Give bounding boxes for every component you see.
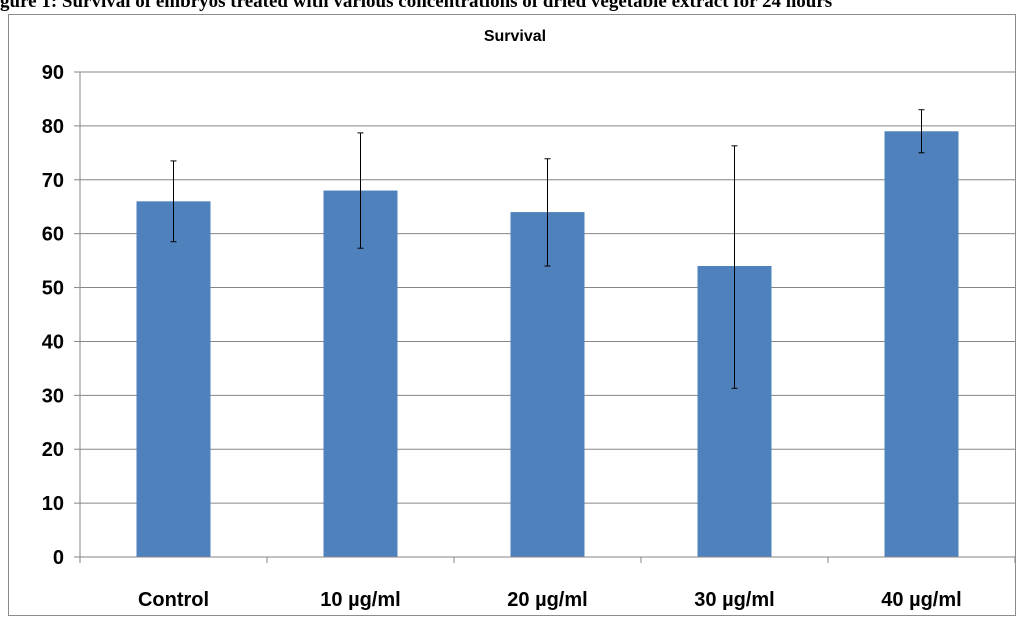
y-tick-label-60: 60 — [42, 224, 64, 246]
axes — [74, 71, 1016, 563]
y-tick-label-90: 90 — [42, 62, 64, 84]
bar-1 — [323, 190, 398, 558]
chart-title: Survival — [484, 28, 546, 45]
x-tick-label-1: 10 µg/ml — [320, 589, 400, 611]
error-bars — [170, 109, 925, 389]
x-tick-labels: Control 10 µg/ml 20 µg/ml 30 µg/ml 40 µg/ml — [138, 589, 962, 611]
y-tick-labels: 0 10 20 30 40 50 60 70 80 90 — [42, 62, 64, 569]
bar-0 — [136, 201, 211, 558]
y-tick-label-20: 20 — [42, 439, 64, 461]
x-tick-label-4: 40 µg/ml — [881, 589, 961, 611]
y-tick-label-50: 50 — [42, 278, 64, 300]
figure-caption: gure 1: Survival of embryos treated with… — [0, 0, 833, 12]
y-tick-label-70: 70 — [42, 170, 64, 192]
bars — [136, 131, 959, 558]
y-tick-label-0: 0 — [53, 547, 64, 569]
x-tick-label-2: 20 µg/ml — [507, 589, 587, 611]
y-tick-label-30: 30 — [42, 385, 64, 407]
bar-4 — [884, 131, 959, 557]
x-tick-label-0: Control — [138, 589, 209, 611]
y-tick-label-80: 80 — [42, 116, 64, 138]
y-tick-label-10: 10 — [42, 493, 64, 515]
y-tick-label-40: 40 — [42, 331, 64, 353]
x-tick-label-3: 30 µg/ml — [694, 589, 774, 611]
bar-2 — [510, 212, 585, 557]
